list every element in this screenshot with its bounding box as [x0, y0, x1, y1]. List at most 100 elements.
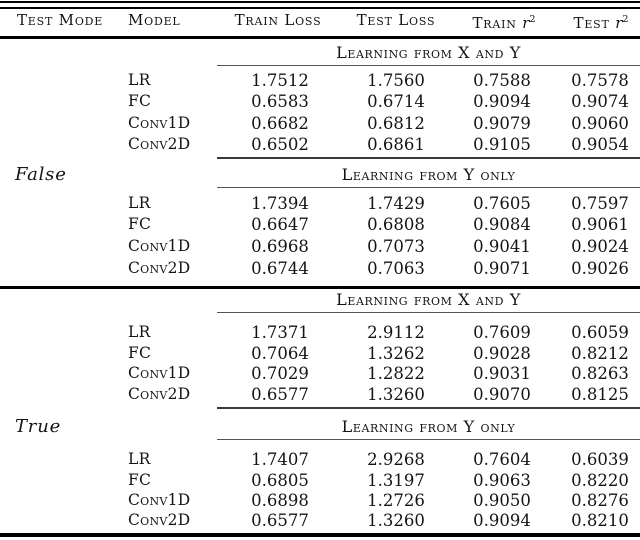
column-header-test-r2: Test r2 [541, 9, 640, 32]
table-row: FC 0.6583 0.6714 0.9094 0.9074 [0, 91, 640, 112]
table-row: Conv2D 0.6502 0.6861 0.9105 0.9054 [0, 134, 640, 155]
train-r2-value: 0.9094 [473, 511, 531, 530]
test-r2-value: 0.8276 [571, 491, 629, 510]
test-loss-value: 1.3260 [367, 385, 425, 404]
cmidrule-above-section-4 [217, 407, 640, 409]
model-name: Conv1D [128, 491, 191, 509]
table-row: Conv1D 0.7029 1.2822 0.9031 0.8263 [0, 363, 640, 384]
train-loss-value: 0.6577 [251, 511, 309, 530]
table-row: Conv2D 0.6577 1.3260 0.9070 0.8125 [0, 384, 640, 405]
train-loss-value: 1.7407 [251, 450, 309, 469]
train-loss-value: 1.7371 [251, 323, 309, 342]
table-row: Conv2D 0.6744 0.7063 0.9071 0.9026 [0, 258, 640, 279]
top-rule-inner [0, 7, 640, 9]
train-r2-value: 0.9070 [473, 385, 531, 404]
model-name: LR [128, 450, 151, 468]
train-r2-prefix: Train [472, 14, 517, 32]
test-loss-value: 1.7560 [367, 71, 425, 90]
train-loss-value: 0.6583 [251, 92, 309, 111]
train-r2-value: 0.9031 [473, 364, 531, 383]
table-row: Conv1D 0.6898 1.2726 0.9050 0.8276 [0, 490, 640, 511]
test-loss-value: 0.6808 [367, 215, 425, 234]
model-name: Conv2D [128, 259, 191, 277]
bottom-rule [0, 533, 640, 537]
train-r2-value: 0.9041 [473, 237, 531, 256]
table-row: LR 1.7512 1.7560 0.7588 0.7578 [0, 70, 640, 91]
test-loss-value: 0.6714 [367, 92, 425, 111]
test-loss-value: 0.7063 [367, 259, 425, 278]
table-row: FC 0.6805 1.3197 0.9063 0.8220 [0, 470, 640, 491]
train-loss-value: 0.6502 [251, 135, 309, 154]
train-loss-value: 0.6577 [251, 385, 309, 404]
train-r2-value: 0.9094 [473, 92, 531, 111]
train-loss-value: 1.7394 [251, 194, 309, 213]
model-name: Conv2D [128, 135, 191, 153]
train-loss-value: 1.7512 [251, 71, 309, 90]
section-header-false-x-and-y: Learning from X and Y [336, 43, 521, 62]
test-loss-value: 0.6812 [367, 114, 425, 133]
test-loss-value: 1.2822 [367, 364, 425, 383]
train-r2-value: 0.7605 [473, 194, 531, 213]
test-r2-prefix: Test [573, 14, 610, 32]
model-name: Conv1D [128, 114, 191, 132]
section-header-true-y-only: Learning from Y only [341, 417, 516, 436]
train-loss-value: 0.6647 [251, 215, 309, 234]
header-bottom-rule [0, 36, 640, 39]
model-name: LR [128, 71, 151, 89]
table-row: Conv2D 0.6577 1.3260 0.9094 0.8210 [0, 510, 640, 531]
model-name: FC [128, 471, 152, 489]
r-symbol: r [615, 14, 623, 32]
test-r2-value: 0.8125 [571, 385, 629, 404]
train-r2-value: 0.9105 [473, 135, 531, 154]
column-header-train-r2: Train r2 [444, 9, 564, 32]
test-r2-value: 0.6039 [571, 450, 629, 469]
train-loss-value: 0.7064 [251, 344, 309, 363]
table-row: Conv1D 0.6682 0.6812 0.9079 0.9060 [0, 113, 640, 134]
model-name: FC [128, 92, 152, 110]
column-header-train-loss: Train Loss [234, 11, 322, 29]
model-name: LR [128, 194, 151, 212]
top-rule-outer [0, 1, 640, 3]
model-name: Conv1D [128, 364, 191, 382]
table-row: FC 0.6647 0.6808 0.9084 0.9061 [0, 214, 640, 235]
test-r2-value: 0.8220 [571, 471, 629, 490]
train-r2-value: 0.7588 [473, 71, 531, 90]
test-loss-value: 2.9268 [367, 450, 425, 469]
train-loss-value: 0.6744 [251, 259, 309, 278]
table-row: Conv1D 0.6968 0.7073 0.9041 0.9024 [0, 236, 640, 257]
table-row: LR 1.7407 2.9268 0.7604 0.6039 [0, 449, 640, 470]
table-row: LR 1.7394 1.7429 0.7605 0.7597 [0, 193, 640, 214]
test-r2-value: 0.7578 [571, 71, 629, 90]
train-loss-value: 0.6968 [251, 237, 309, 256]
train-loss-value: 0.6898 [251, 491, 309, 510]
test-r2-value: 0.9024 [571, 237, 629, 256]
test-mode-label-true: True [15, 416, 62, 437]
test-loss-value: 1.7429 [367, 194, 425, 213]
train-r2-value: 0.9028 [473, 344, 531, 363]
test-loss-value: 1.2726 [367, 491, 425, 510]
column-header-test-loss: Test Loss [356, 11, 436, 29]
model-name: Conv2D [128, 385, 191, 403]
table-row: FC 0.7064 1.3262 0.9028 0.8212 [0, 343, 640, 364]
section-header-false-y-only: Learning from Y only [341, 165, 516, 184]
train-loss-value: 0.6805 [251, 471, 309, 490]
r2-superscript: 2 [622, 14, 629, 25]
table-row: LR 1.7371 2.9112 0.7609 0.6059 [0, 322, 640, 343]
test-r2-value: 0.9061 [571, 215, 629, 234]
train-loss-value: 0.6682 [251, 114, 309, 133]
test-r2-value: 0.9060 [571, 114, 629, 133]
model-name: Conv1D [128, 237, 191, 255]
cmidrule-below-section-3 [217, 312, 640, 314]
cmidrule-below-section-1 [217, 65, 640, 67]
test-loss-value: 1.3260 [367, 511, 425, 530]
test-loss-value: 1.3262 [367, 344, 425, 363]
cmidrule-above-section-2 [217, 157, 640, 159]
train-r2-value: 0.9084 [473, 215, 531, 234]
test-mode-label-false: False [15, 164, 67, 185]
train-r2-value: 0.7604 [473, 450, 531, 469]
test-r2-value: 0.8263 [571, 364, 629, 383]
r-symbol: r [522, 14, 530, 32]
train-loss-value: 0.7029 [251, 364, 309, 383]
test-loss-value: 2.9112 [367, 323, 425, 342]
train-r2-value: 0.9063 [473, 471, 531, 490]
